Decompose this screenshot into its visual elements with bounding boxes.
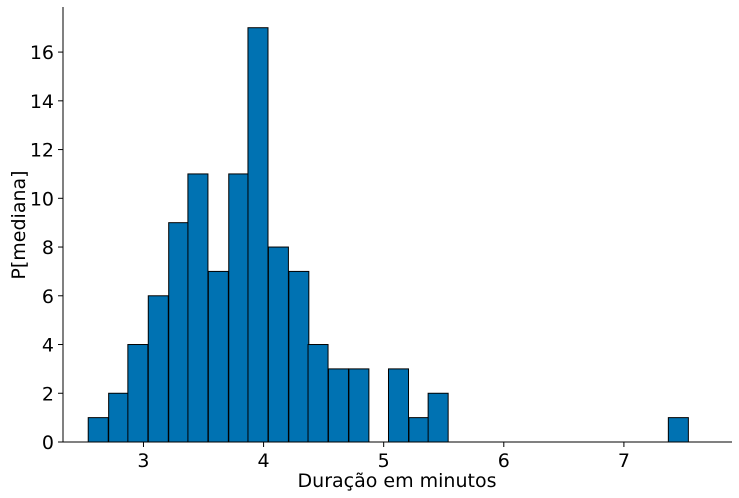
y-tick-label-1: 2 <box>42 383 54 405</box>
histogram-bar-12 <box>327 368 349 443</box>
histogram-bar-11 <box>307 344 329 443</box>
histogram-bar-6 <box>207 270 229 443</box>
y-tick-label-5: 10 <box>30 188 54 210</box>
histogram-bar-2 <box>127 344 149 443</box>
y-tick-label-4: 8 <box>42 237 54 259</box>
histogram-bar-15 <box>408 417 430 443</box>
bars-group <box>87 27 689 443</box>
histogram-bar-0 <box>87 417 109 443</box>
x-tick-label-2: 5 <box>378 450 390 472</box>
y-tick-label-6: 12 <box>30 140 54 162</box>
histogram-bar-3 <box>147 295 169 443</box>
y-tick-label-0: 0 <box>42 432 54 454</box>
histogram-bar-9 <box>267 246 289 443</box>
histogram-bar-8 <box>247 27 269 443</box>
y-tick-label-8: 16 <box>30 42 54 64</box>
histogram-bar-16 <box>427 392 449 443</box>
histogram-bar-4 <box>168 222 190 443</box>
histogram-bar-1 <box>108 392 130 443</box>
histogram-bar-10 <box>288 270 310 443</box>
x-ticks-group: 3 4 5 6 7 <box>137 442 630 472</box>
histogram-bar-5 <box>187 173 209 443</box>
y-ticks-group: 0 2 4 6 8 10 12 14 16 <box>30 42 63 454</box>
x-axis-title: Duração em minutos <box>298 470 497 492</box>
y-tick-label-2: 4 <box>42 335 54 357</box>
x-tick-label-3: 6 <box>498 450 510 472</box>
x-tick-label-4: 7 <box>618 450 630 472</box>
histogram-bar-13 <box>348 368 370 443</box>
y-axis-title: P[mediana] <box>8 170 30 279</box>
histogram-bar-7 <box>228 173 250 443</box>
x-tick-label-0: 3 <box>137 450 149 472</box>
y-tick-label-3: 6 <box>42 286 54 308</box>
histogram-bar-17 <box>667 417 689 443</box>
y-tick-label-7: 14 <box>30 91 54 113</box>
histogram-bar-14 <box>387 368 410 443</box>
x-tick-label-1: 4 <box>258 450 270 472</box>
